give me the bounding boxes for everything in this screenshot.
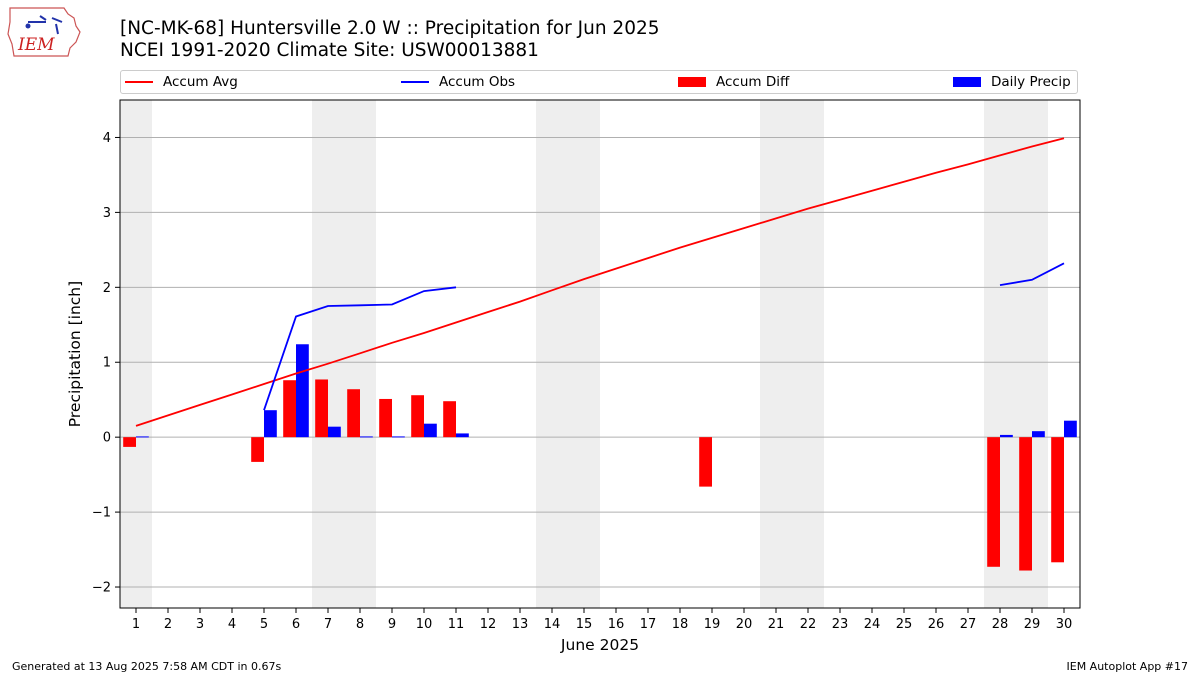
daily-precip-bar bbox=[296, 344, 309, 438]
legend-label-accum-diff: Accum Diff bbox=[716, 74, 790, 90]
x-tick-label: 26 bbox=[928, 617, 945, 632]
accum-diff-bar bbox=[1051, 437, 1064, 563]
x-tick-label: 14 bbox=[544, 617, 561, 632]
weekend-shading bbox=[120, 100, 1048, 608]
x-tick-label: 21 bbox=[768, 617, 785, 632]
accum-diff-bar bbox=[699, 437, 712, 487]
x-axis-label: June 2025 bbox=[560, 636, 639, 654]
iem-logo: IEM bbox=[7, 7, 81, 57]
x-tick-label: 17 bbox=[640, 617, 657, 632]
x-tick-label: 25 bbox=[896, 617, 913, 632]
x-tick-label: 1 bbox=[132, 617, 140, 632]
x-tick-label: 28 bbox=[992, 617, 1009, 632]
daily-precip-bar bbox=[424, 423, 437, 438]
legend-item-accum-avg: Accum Avg bbox=[125, 71, 238, 93]
legend-swatch-accum-diff bbox=[678, 77, 706, 87]
daily-precip-bar bbox=[392, 436, 405, 438]
y-tick-label: −1 bbox=[92, 506, 111, 521]
y-tick-label: 0 bbox=[103, 431, 111, 446]
x-tick-label: 7 bbox=[324, 617, 332, 632]
accum-diff-bar bbox=[251, 437, 264, 462]
accum-diff-bar bbox=[315, 379, 328, 438]
x-tick-label: 8 bbox=[356, 617, 364, 632]
x-tick-label: 11 bbox=[448, 617, 465, 632]
grid-lines bbox=[120, 136, 1080, 588]
daily-precip-bar bbox=[1032, 431, 1045, 438]
x-tick-label: 12 bbox=[480, 617, 497, 632]
legend-swatch-accum-avg bbox=[125, 81, 153, 83]
y-tick-label: −2 bbox=[92, 581, 111, 596]
daily-precip-bar bbox=[264, 410, 277, 438]
accum-diff-bar bbox=[443, 401, 456, 438]
x-tick-label: 23 bbox=[832, 617, 849, 632]
accum-obs-line bbox=[999, 262, 1065, 286]
x-tick-label: 6 bbox=[292, 617, 300, 632]
accum-diff-bar bbox=[283, 380, 296, 438]
x-tick-label: 19 bbox=[704, 617, 721, 632]
daily-precip-bar bbox=[1064, 420, 1077, 438]
legend-label-accum-obs: Accum Obs bbox=[439, 74, 516, 90]
x-tick-label: 16 bbox=[608, 617, 625, 632]
accum-diff-bar bbox=[1019, 437, 1032, 571]
chart-title: [NC-MK-68] Huntersville 2.0 W :: Precipi… bbox=[120, 18, 660, 39]
legend-item-accum-diff: Accum Diff bbox=[678, 71, 789, 93]
daily-precip-bar bbox=[360, 436, 373, 438]
x-tick-label: 24 bbox=[864, 617, 881, 632]
y-tick-label: 1 bbox=[103, 356, 111, 371]
accum-avg-line bbox=[135, 137, 1065, 427]
chart-legend: Accum Avg Accum Obs Accum Diff Daily Pre… bbox=[120, 70, 1078, 94]
x-tick-label: 10 bbox=[416, 617, 433, 632]
legend-item-daily-precip: Daily Precip bbox=[953, 71, 1071, 93]
accum-diff-bar bbox=[123, 437, 136, 447]
legend-swatch-daily-precip bbox=[953, 77, 981, 87]
x-tick-label: 27 bbox=[960, 617, 977, 632]
accum-diff-bar bbox=[379, 398, 392, 438]
accum-diff-bar bbox=[987, 437, 1000, 567]
x-tick-label: 29 bbox=[1024, 617, 1041, 632]
x-tick-label: 5 bbox=[260, 617, 268, 632]
x-tick-label: 9 bbox=[388, 617, 396, 632]
x-tick-label: 15 bbox=[576, 617, 593, 632]
iem-logo-text: IEM bbox=[17, 35, 55, 55]
legend-item-accum-obs: Accum Obs bbox=[401, 71, 515, 93]
x-tick-label: 13 bbox=[512, 617, 529, 632]
y-tick-label: 3 bbox=[103, 206, 111, 221]
accum-diff-bar bbox=[411, 395, 424, 438]
y-tick-label: 2 bbox=[103, 281, 111, 296]
x-tick-label: 4 bbox=[228, 617, 236, 632]
plot-frame bbox=[119, 99, 1081, 609]
chart-subtitle: NCEI 1991-2020 Climate Site: USW00013881 bbox=[120, 40, 539, 61]
accum-diff-bar bbox=[347, 389, 360, 438]
x-tick-label: 30 bbox=[1056, 617, 1073, 632]
x-tick-label: 3 bbox=[196, 617, 204, 632]
weekend-shade-2 bbox=[536, 100, 600, 608]
x-tick-label: 18 bbox=[672, 617, 689, 632]
weekend-shade-0 bbox=[120, 100, 152, 608]
daily-precip-bar bbox=[328, 426, 341, 438]
legend-label-accum-avg: Accum Avg bbox=[163, 74, 238, 90]
x-tick-label: 2 bbox=[164, 617, 172, 632]
x-tick-label: 20 bbox=[736, 617, 753, 632]
weekend-shade-1 bbox=[312, 100, 376, 608]
accum-obs-line bbox=[263, 286, 457, 411]
y-axis-label: Precipitation [inch] bbox=[66, 281, 84, 427]
legend-label-daily-precip: Daily Precip bbox=[991, 74, 1071, 90]
bars bbox=[123, 344, 1077, 571]
x-tick-label: 22 bbox=[800, 617, 817, 632]
footer-generated: Generated at 13 Aug 2025 7:58 AM CDT in … bbox=[12, 660, 282, 673]
daily-precip-bar bbox=[456, 433, 469, 438]
legend-swatch-accum-obs bbox=[401, 81, 429, 83]
lines bbox=[135, 137, 1065, 427]
daily-precip-bar bbox=[1000, 434, 1013, 438]
daily-precip-bar bbox=[136, 436, 149, 438]
footer-app: IEM Autoplot App #17 bbox=[1066, 660, 1189, 673]
weekend-shade-3 bbox=[760, 100, 824, 608]
y-tick-label: 4 bbox=[103, 131, 111, 146]
